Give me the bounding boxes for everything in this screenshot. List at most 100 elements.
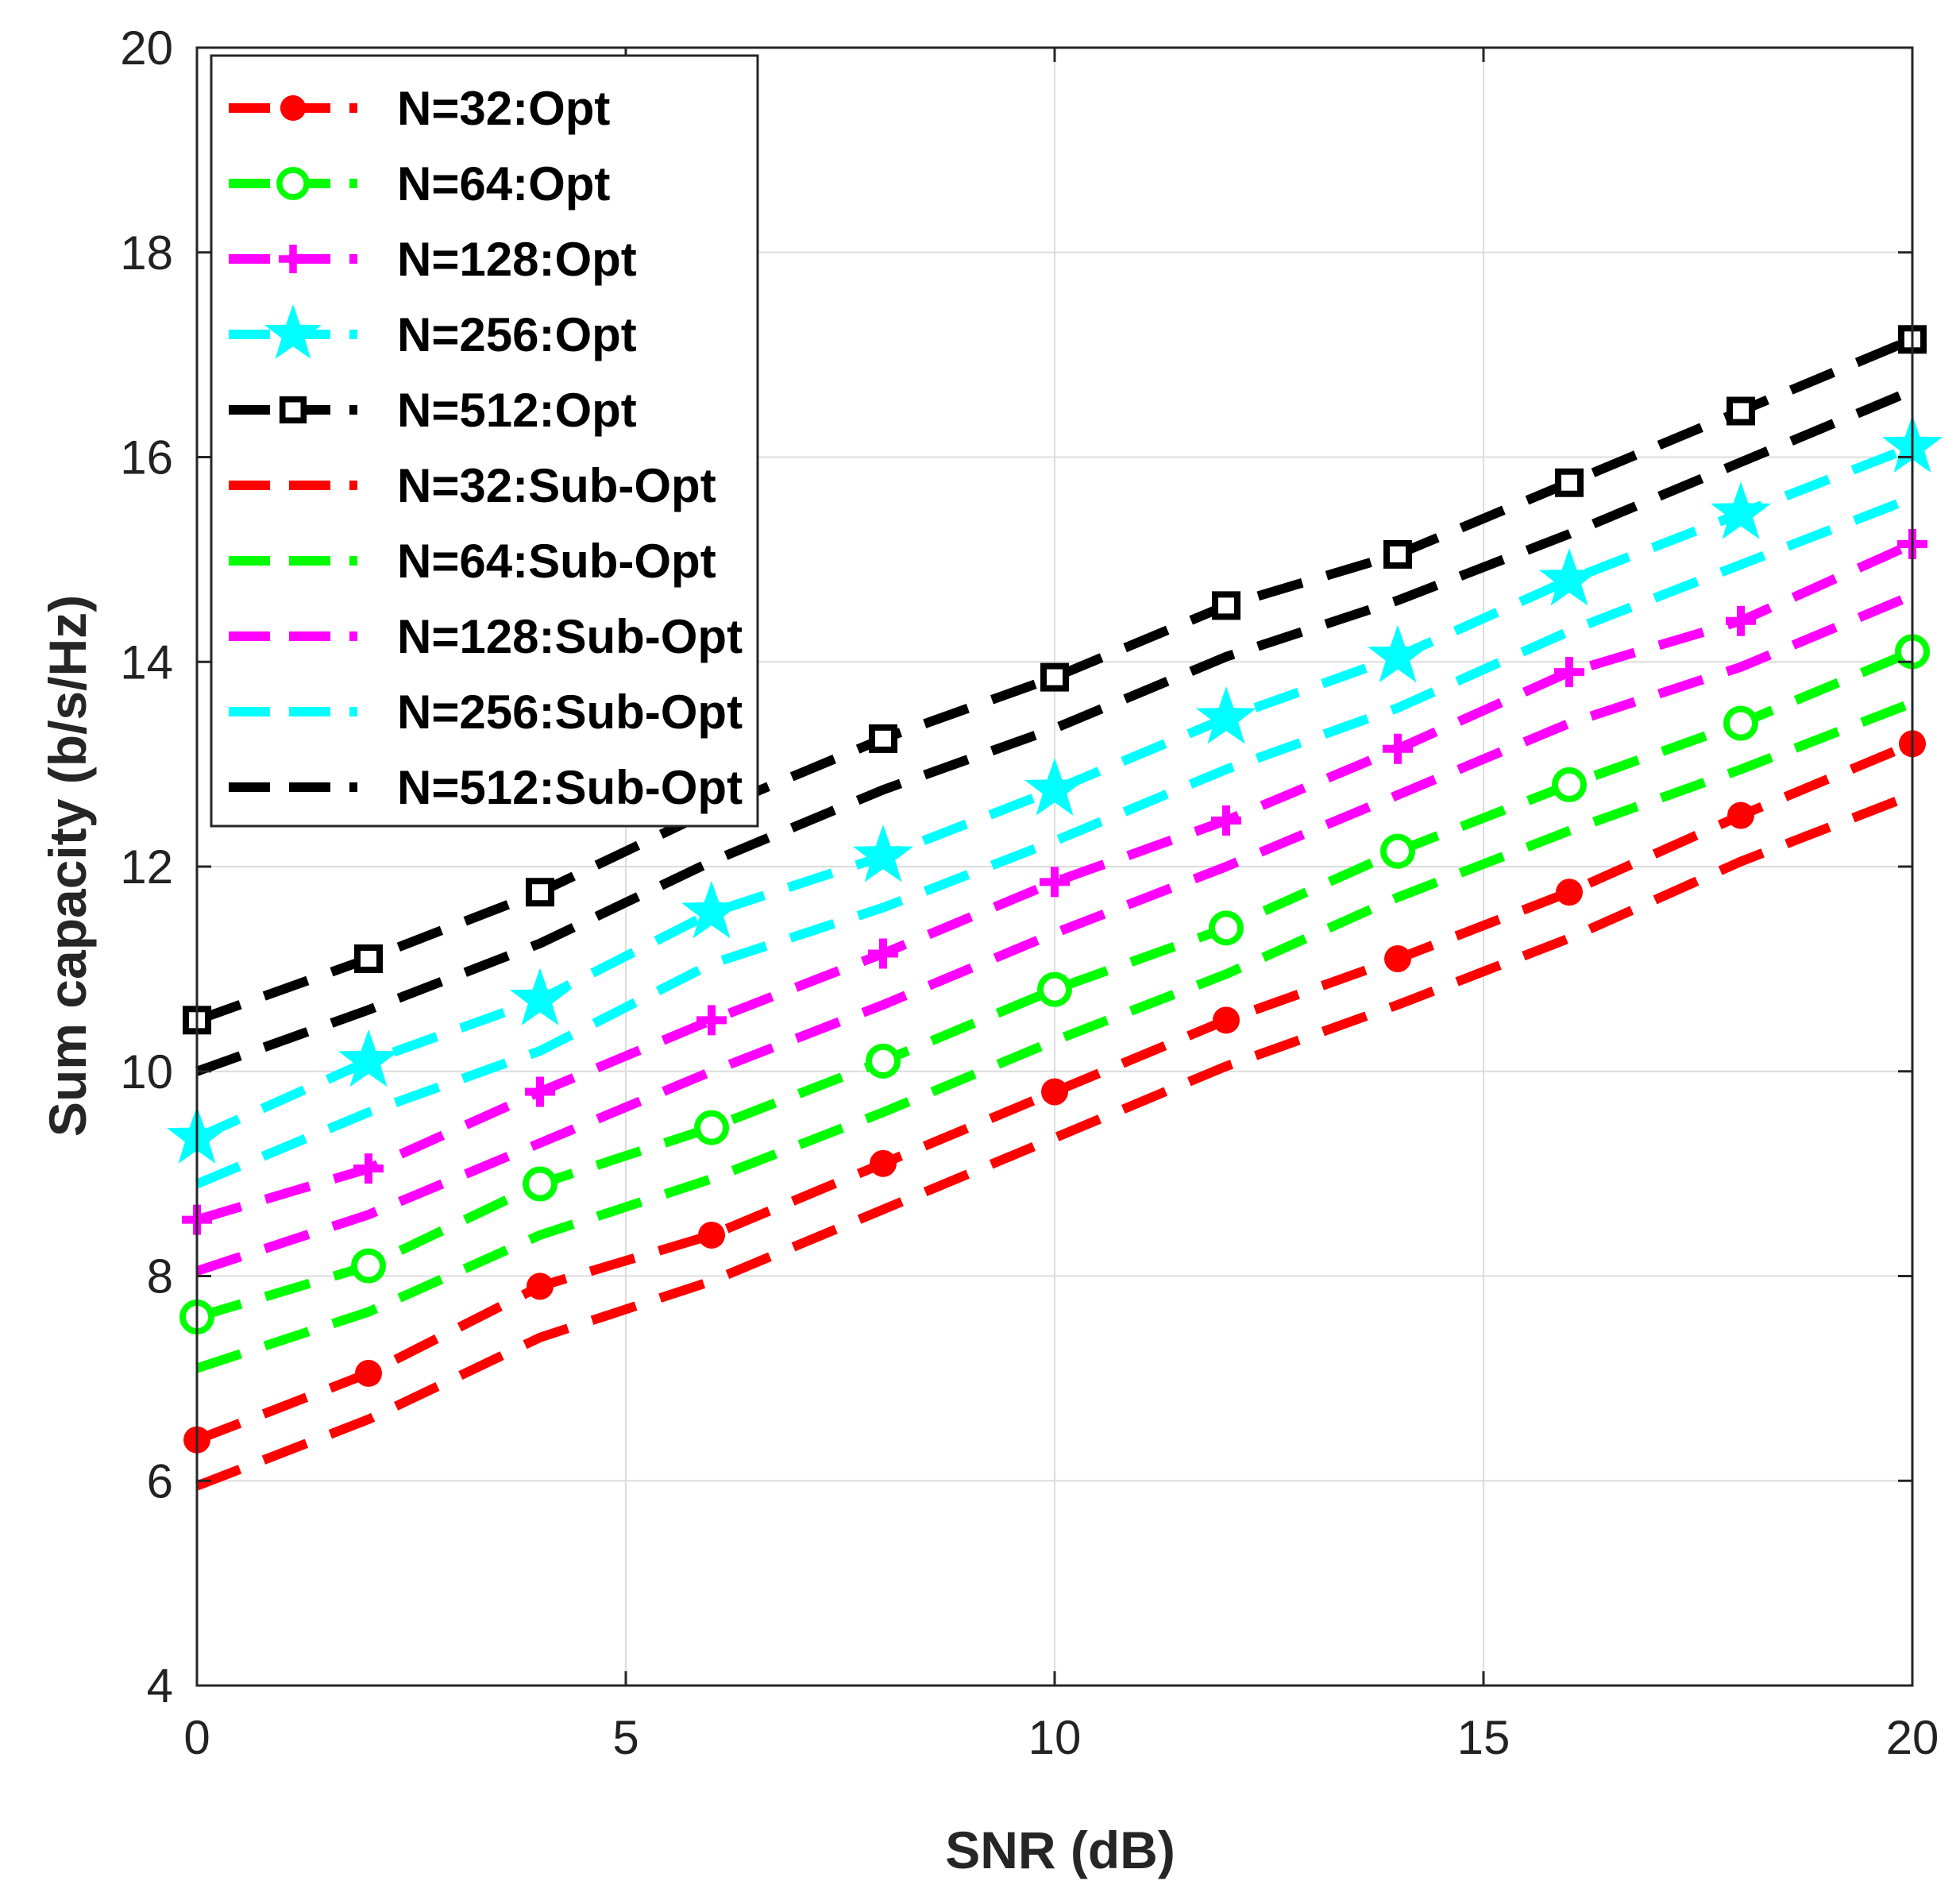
- legend-item: N=128:Opt: [229, 233, 637, 286]
- marker-open-circle: [276, 167, 310, 200]
- y-tick-label: 18: [120, 226, 173, 280]
- marker-plus: [696, 1005, 727, 1036]
- marker-star: [264, 304, 322, 359]
- legend-label: N=128:Opt: [397, 233, 637, 286]
- marker-filled-circle: [1213, 1006, 1240, 1034]
- series-n-128-sub-opt: [195, 590, 1915, 1276]
- marker-filled-circle: [280, 95, 307, 122]
- marker-plus: [1040, 867, 1070, 898]
- axes: [195, 46, 1914, 1687]
- marker-open-square: [1555, 468, 1584, 497]
- legend-item: N=128:Sub-Opt: [229, 610, 743, 663]
- marker-star: [853, 824, 913, 882]
- marker-filled-circle: [1384, 944, 1411, 972]
- legend-label: N=256:Sub-Opt: [397, 685, 743, 739]
- series-line: [195, 647, 1915, 1322]
- y-tick-label: 6: [147, 1454, 173, 1508]
- marker-filled-circle: [1727, 801, 1754, 829]
- legend-item: N=32:Opt: [229, 82, 610, 135]
- legend-label: N=128:Sub-Opt: [397, 610, 743, 663]
- marker-open-circle: [1037, 971, 1072, 1007]
- marker-plus: [525, 1076, 555, 1107]
- marker-plus: [1726, 605, 1756, 636]
- marker-star: [1711, 481, 1771, 539]
- marker-star: [1539, 548, 1599, 606]
- marker-open-square: [279, 396, 307, 424]
- marker-open-square: [526, 878, 554, 907]
- y-tick-label: 8: [147, 1250, 173, 1303]
- series-n-32-sub-opt: [195, 790, 1915, 1491]
- legend-label: N=32:Opt: [397, 82, 610, 135]
- legend: N=32:Opt N=64:Opt N=128:Opt N=256:Opt N=512:…: [210, 54, 759, 828]
- marker-open-circle: [694, 1110, 729, 1145]
- marker-star: [510, 967, 570, 1025]
- legend-label: N=512:Opt: [397, 384, 637, 437]
- marker-star: [1024, 758, 1085, 816]
- series-n-256-sub-opt: [195, 493, 1915, 1189]
- marker-open-square: [1212, 591, 1240, 620]
- marker-open-circle: [866, 1043, 901, 1079]
- marker-filled-circle: [1556, 879, 1583, 906]
- marker-open-circle: [523, 1166, 558, 1202]
- legend-item: N=64:Opt: [229, 157, 610, 210]
- legend-item: N=256:Sub-Opt: [229, 685, 743, 739]
- series-line: [195, 334, 1915, 1025]
- marker-filled-circle: [527, 1272, 554, 1300]
- series-layer: [167, 325, 1943, 1491]
- legend-label: N=256:Opt: [397, 308, 637, 361]
- marker-star: [338, 1029, 399, 1087]
- series-n-512-opt: [183, 325, 1927, 1035]
- y-tick-label: 14: [120, 635, 173, 689]
- marker-plus: [1211, 805, 1241, 836]
- marker-open-square: [869, 724, 897, 753]
- x-axis-title: SNR (dB): [945, 1821, 1175, 1879]
- x-tick-label: 10: [1028, 1711, 1082, 1764]
- legend-item: N=512:Sub-Opt: [229, 761, 743, 814]
- legend-label: N=64:Opt: [397, 157, 610, 210]
- legend-item: N=64:Sub-Opt: [229, 535, 716, 588]
- marker-open-circle: [351, 1248, 386, 1284]
- legend-item: N=256:Opt: [229, 304, 637, 361]
- x-tick-label: 5: [612, 1711, 639, 1764]
- series-n-512-sub-opt: [195, 386, 1915, 1076]
- series-line: [195, 590, 1915, 1276]
- series-n-64-sub-opt: [195, 698, 1915, 1373]
- marker-star: [681, 881, 742, 939]
- marker-open-square: [354, 944, 383, 973]
- tick-labels: 0 5 10 15 20 4 6 8 10 12 14 16 18 20: [120, 21, 1939, 1764]
- legend-item: N=32:Sub-Opt: [229, 459, 716, 512]
- series-line: [195, 493, 1915, 1189]
- marker-filled-circle: [355, 1359, 382, 1387]
- marker-plus: [1383, 733, 1413, 764]
- marker-open-circle: [1552, 767, 1587, 802]
- y-tick-label: 10: [120, 1045, 173, 1099]
- marker-open-circle: [1380, 833, 1415, 869]
- marker-filled-circle: [698, 1221, 725, 1249]
- series-line: [195, 698, 1915, 1373]
- marker-open-circle: [1723, 705, 1758, 741]
- y-tick-label: 20: [120, 21, 173, 75]
- marker-open-square: [1383, 539, 1412, 569]
- marker-filled-circle: [870, 1149, 897, 1177]
- series-line: [195, 739, 1915, 1445]
- marker-star: [1368, 624, 1428, 683]
- series-n-64-opt: [179, 634, 1930, 1335]
- series-line: [195, 386, 1915, 1076]
- x-tick-label: 20: [1886, 1711, 1939, 1764]
- y-tick-label: 12: [120, 840, 173, 894]
- legend-label: N=512:Sub-Opt: [397, 761, 743, 814]
- marker-plus: [868, 938, 898, 969]
- x-tick-label: 0: [183, 1711, 210, 1764]
- marker-open-circle: [1209, 910, 1244, 946]
- y-tick-label: 16: [120, 431, 173, 485]
- series-line: [195, 539, 1915, 1225]
- x-tick-label: 15: [1457, 1711, 1511, 1764]
- legend-label: N=32:Sub-Opt: [397, 459, 716, 512]
- marker-open-square: [1040, 662, 1069, 692]
- y-tick-label: 4: [147, 1659, 173, 1713]
- marker-open-square: [1727, 396, 1755, 426]
- marker-filled-circle: [1041, 1078, 1068, 1106]
- legend-item: N=512:Opt: [229, 384, 637, 437]
- series-line: [195, 790, 1915, 1491]
- series-line: [195, 442, 1915, 1142]
